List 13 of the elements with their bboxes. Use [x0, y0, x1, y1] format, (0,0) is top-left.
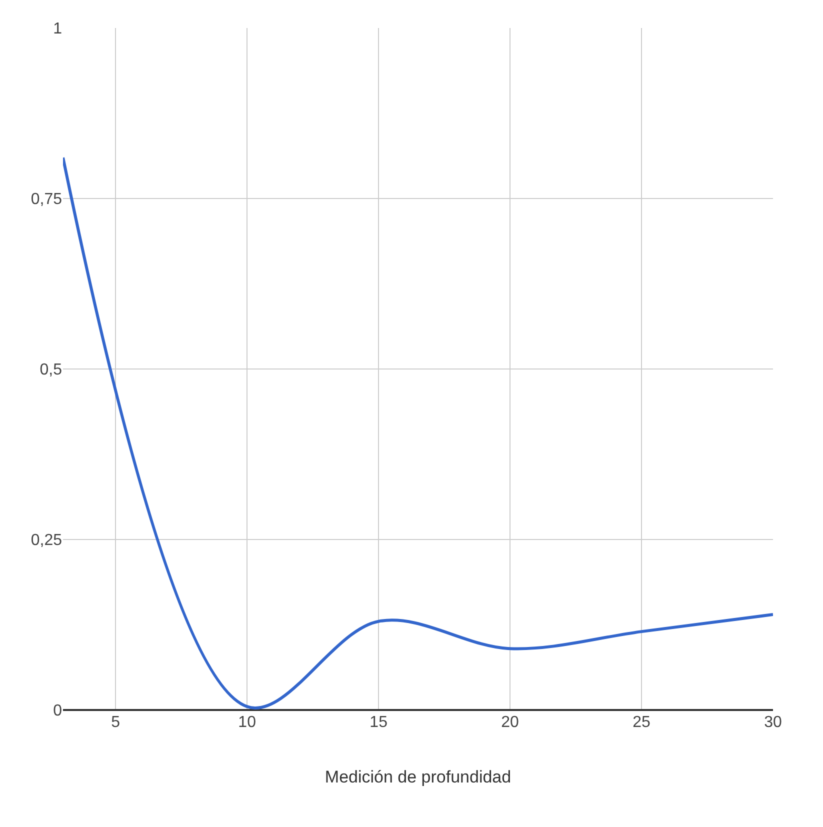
- x-tick-label: 30: [764, 714, 782, 731]
- x-axis-title: Medición de profundidad: [324, 767, 512, 786]
- y-tick-label: 0: [53, 702, 62, 720]
- line-series: [63, 156, 773, 709]
- x-tick-label: 25: [632, 714, 651, 731]
- x-tick-label: 5: [111, 714, 120, 731]
- y-tick-label: 0,25: [30, 532, 62, 550]
- y-tick-label: 0,5: [40, 362, 62, 379]
- x-tick-label: 10: [238, 714, 256, 731]
- y-tick-label: 0,75: [30, 191, 62, 208]
- y-tick-label: 1: [53, 20, 62, 38]
- x-tick-label: 20: [501, 714, 520, 731]
- x-tick-label: 15: [370, 714, 388, 731]
